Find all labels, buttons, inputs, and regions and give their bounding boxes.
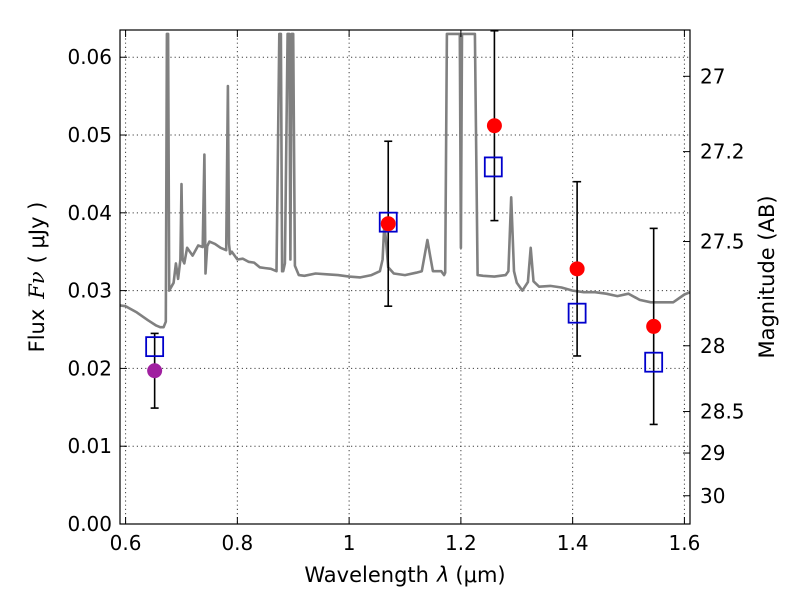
- observed-point: [569, 261, 585, 277]
- y2-tick-label: 27.2: [700, 140, 745, 164]
- x-tick-label: 1: [343, 531, 356, 555]
- y-tick-label: 0.02: [67, 356, 112, 380]
- x-axis-label-prefix: Wavelength: [304, 563, 429, 587]
- y2-tick-label: 28.5: [700, 400, 745, 424]
- y-axis-label-symbol: Fν: [25, 271, 49, 300]
- model-spectrum-layer: [120, 32, 690, 329]
- x-axis-label: Wavelength λ (μm): [304, 563, 505, 587]
- x-tick-label: 0.6: [110, 531, 142, 555]
- x-tick-label: 1.4: [557, 531, 589, 555]
- y-tick-label: 0.00: [67, 512, 112, 536]
- y2-tick-label: 30: [700, 484, 725, 508]
- y2-tick-label: 29: [700, 441, 725, 465]
- y-axis-label: Flux Fν ( μJy ): [25, 202, 49, 353]
- y-axis-label-prefix: Flux: [25, 309, 49, 353]
- x-tick-label: 0.8: [221, 531, 253, 555]
- y-tick-label: 0.01: [67, 434, 112, 458]
- points-layer: [145, 29, 664, 426]
- x-axis-label-symbol: λ: [436, 563, 449, 587]
- y2-tick-label: 28: [700, 334, 725, 358]
- observed-point: [147, 363, 163, 379]
- observed-point: [646, 318, 662, 334]
- y2-tick-label: 27.5: [700, 230, 745, 254]
- y-tick-label: 0.03: [67, 279, 112, 303]
- model-spectrum-line: [120, 32, 690, 329]
- y-axis-label-unit: ( μJy ): [25, 202, 49, 264]
- x-axis-label-unit: (μm): [455, 563, 505, 587]
- y-tick-label: 0.05: [67, 123, 112, 147]
- plot-frame: [119, 29, 691, 525]
- axis-ticks: 0.6 0.8 1 1.2 1.4 1.6 0.00 0.01 0.02 0.03 0.04 0.05…: [67, 30, 745, 555]
- observed-point: [380, 216, 396, 232]
- x-tick-label: 1.2: [445, 531, 477, 555]
- model-band-square: [483, 156, 503, 178]
- model-band-square: [145, 336, 165, 358]
- model-band-square: [644, 351, 664, 373]
- x-tick-label: 1.6: [669, 531, 701, 555]
- observed-point: [486, 118, 502, 134]
- y-tick-label: 0.06: [67, 45, 112, 69]
- y2-tick-label: 27: [700, 64, 725, 88]
- model-band-square: [378, 211, 398, 233]
- y-tick-label: 0.04: [67, 201, 112, 225]
- model-band-square: [567, 302, 587, 324]
- y2-axis-label: Magnitude (AB): [755, 195, 779, 358]
